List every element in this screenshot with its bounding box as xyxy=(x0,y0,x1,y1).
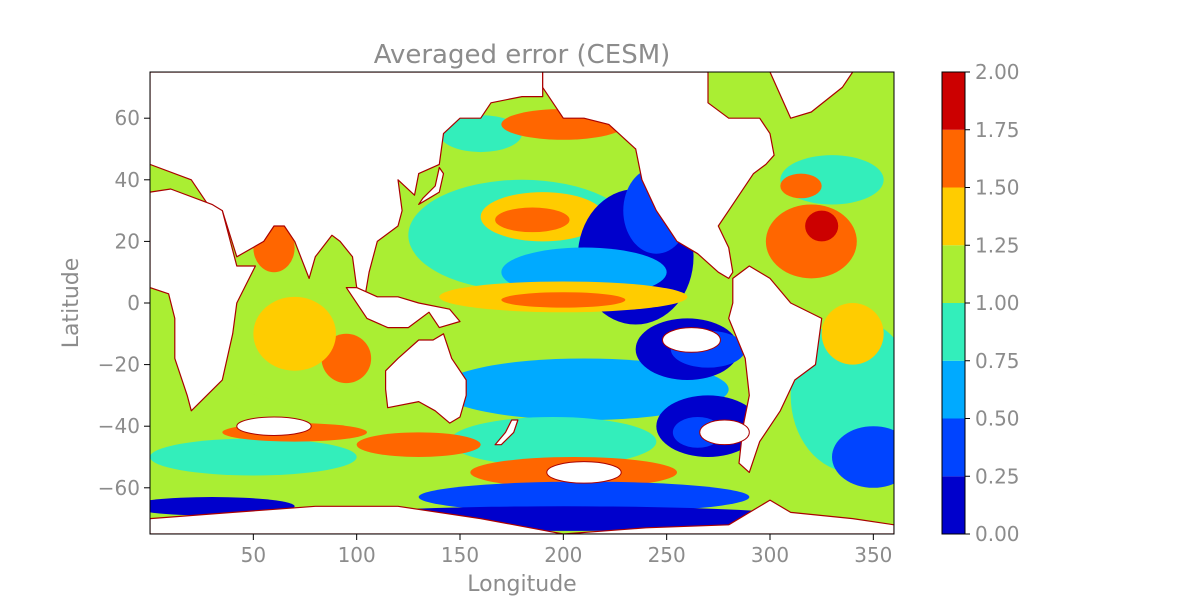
x-tick-label: 150 xyxy=(441,543,479,567)
x-axis-label: Longitude xyxy=(467,572,576,597)
no-data-region xyxy=(236,416,312,436)
colorbar-segment xyxy=(942,476,965,534)
x-axis-ticks: 50 100 150 200 250 300 350 xyxy=(241,534,892,567)
y-tick-label: 0 xyxy=(127,291,140,315)
land-japan xyxy=(418,166,445,205)
x-tick-label: 100 xyxy=(338,543,376,567)
colorbar-tick-label: 0.00 xyxy=(975,522,1020,546)
land-greenland xyxy=(769,72,854,119)
y-tick-label: −60 xyxy=(98,476,140,500)
no-data-region xyxy=(546,461,622,484)
colorbar-segment xyxy=(942,187,965,246)
y-axis-ticks: −60 −40 −20 0 20 40 60 xyxy=(98,106,150,500)
colorbar-tick-label: 0.25 xyxy=(975,464,1020,488)
field-region xyxy=(495,207,570,233)
no-data-region xyxy=(699,419,750,446)
colorbar-tick-label: 1.75 xyxy=(975,118,1020,142)
colorbar-tick-label: 1.25 xyxy=(975,233,1020,257)
colorbar-tick-label: 0.50 xyxy=(975,407,1020,431)
y-tick-label: −40 xyxy=(98,414,140,438)
colorbar-tick-label: 1.00 xyxy=(975,291,1020,315)
colorbar-segment xyxy=(942,245,965,303)
y-tick-label: −20 xyxy=(98,353,140,377)
land-africa xyxy=(150,188,256,412)
land-north-america xyxy=(542,72,775,279)
field-region xyxy=(356,432,481,457)
x-tick-label: 50 xyxy=(241,543,266,567)
y-tick-label: 60 xyxy=(115,106,140,130)
y-tick-label: 40 xyxy=(115,168,140,192)
colorbar-segment xyxy=(942,303,965,361)
land-antarctica xyxy=(150,499,894,534)
x-tick-label: 200 xyxy=(544,543,582,567)
x-tick-label: 350 xyxy=(854,543,892,567)
x-tick-label: 250 xyxy=(648,543,686,567)
colorbar-tick-label: 2.00 xyxy=(975,60,1020,84)
no-data-region xyxy=(662,327,721,353)
colorbar-segment xyxy=(942,72,965,130)
field-region xyxy=(321,333,372,384)
colorbar-segment xyxy=(942,418,965,477)
field-region xyxy=(832,426,894,488)
field-region xyxy=(821,303,884,365)
colorbar-tick-label: 0.75 xyxy=(975,349,1020,373)
y-tick-label: 20 xyxy=(115,229,140,253)
land-south-america xyxy=(728,265,823,473)
colorbar-segment xyxy=(942,129,965,188)
y-axis-label: Latitude xyxy=(59,258,84,349)
colorbar-tick-label: 1.50 xyxy=(975,176,1020,200)
field-region xyxy=(449,416,657,467)
land-mask xyxy=(150,72,894,534)
field-region xyxy=(150,438,357,476)
field-region xyxy=(501,292,626,308)
land-indonesia xyxy=(345,287,461,329)
x-tick-label: 300 xyxy=(751,543,789,567)
land-australia xyxy=(385,333,467,424)
field-region xyxy=(253,296,336,371)
field-region xyxy=(780,173,822,199)
land-nz xyxy=(494,419,519,446)
field-region xyxy=(418,481,750,513)
field-region xyxy=(805,210,839,242)
colorbar-segment xyxy=(942,360,965,419)
chart-title: Averaged error (CESM) xyxy=(374,40,671,70)
colorbar: 0.00 0.25 0.50 0.75 1.00 1.25 1.50 1.75 2.00 xyxy=(941,60,1020,546)
